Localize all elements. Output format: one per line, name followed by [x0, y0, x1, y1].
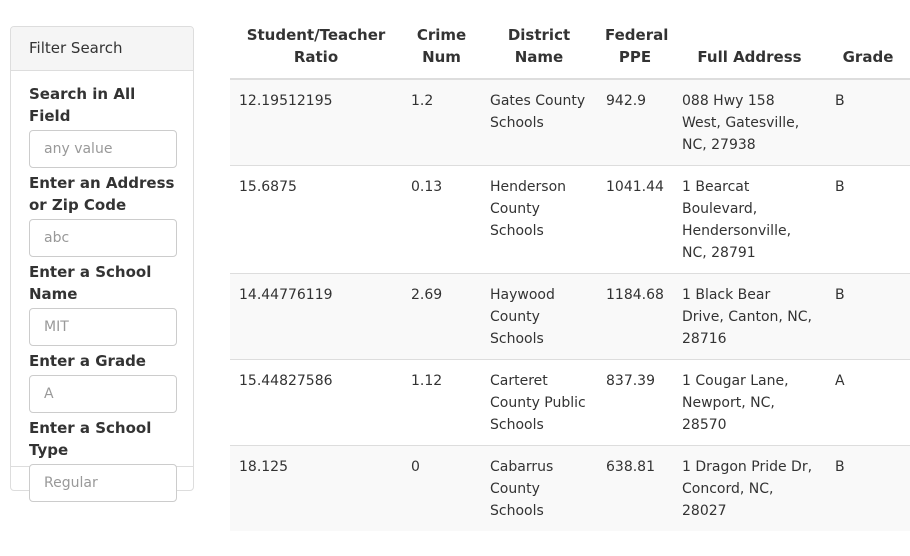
cell-address: 1 Black Bear Drive, Canton, NC, 28716: [673, 273, 826, 360]
column-header-address[interactable]: Full Address: [673, 20, 826, 80]
school-type-input[interactable]: [29, 464, 177, 502]
table-row[interactable]: 12.19512195 1.2 Gates County Schools 942…: [230, 78, 910, 166]
cell-address: 1 Cougar Lane, Newport, NC, 28570: [673, 359, 826, 446]
cell-district: Haywood County Schools: [481, 273, 597, 360]
school-name-label: Enter a School Name: [29, 263, 152, 303]
filter-panel: Filter Search Search in All Field Enter …: [10, 26, 194, 502]
cell-crime: 0: [402, 445, 481, 531]
grade-input[interactable]: [29, 375, 177, 413]
address-zip-input[interactable]: [29, 219, 177, 257]
cell-ppe: 837.39: [597, 359, 673, 446]
cell-grade: B: [826, 445, 910, 531]
school-type-label: Enter a School Type: [29, 419, 152, 459]
table-row[interactable]: 15.6875 0.13 Henderson County Schools 10…: [230, 165, 910, 274]
cell-crime: 2.69: [402, 273, 481, 360]
search-all-input[interactable]: [29, 130, 177, 168]
cell-grade: A: [826, 359, 910, 446]
address-zip-label: Enter an Address or Zip Code: [29, 174, 175, 214]
schools-table: Student/Teacher Ratio Crime Num District…: [230, 20, 910, 531]
cell-ppe: 1041.44: [597, 165, 673, 274]
cell-ratio: 18.125: [230, 445, 402, 531]
filter-panel-title: Filter Search: [11, 27, 193, 71]
cell-district: Cabarrus County Schools: [481, 445, 597, 531]
cell-ppe: 1184.68: [597, 273, 673, 360]
cell-ratio: 15.44827586: [230, 359, 402, 446]
cell-address: 1 Dragon Pride Dr, Concord, NC, 28027: [673, 445, 826, 531]
column-header-grade[interactable]: Grade: [826, 20, 910, 80]
cell-ppe: 942.9: [597, 78, 673, 166]
cell-district: Henderson County Schools: [481, 165, 597, 274]
column-header-ratio[interactable]: Student/Teacher Ratio: [230, 20, 402, 80]
cell-ratio: 12.19512195: [230, 78, 402, 166]
school-name-input[interactable]: [29, 308, 177, 346]
cell-crime: 1.2: [402, 78, 481, 166]
table-row[interactable]: 14.44776119 2.69 Haywood County Schools …: [230, 273, 910, 360]
cell-ratio: 15.6875: [230, 165, 402, 274]
cell-crime: 0.13: [402, 165, 481, 274]
cell-grade: B: [826, 273, 910, 360]
filter-panel-body: Search in All Field Enter an Address or …: [11, 71, 193, 502]
cell-crime: 1.12: [402, 359, 481, 446]
cell-grade: B: [826, 78, 910, 166]
column-header-district[interactable]: District Name: [481, 20, 597, 80]
table-row[interactable]: 18.125 0 Cabarrus County Schools 638.81 …: [230, 445, 910, 531]
cell-ppe: 638.81: [597, 445, 673, 531]
cell-address: 088 Hwy 158 West, Gatesville, NC, 27938: [673, 78, 826, 166]
cell-district: Carteret County Public Schools: [481, 359, 597, 446]
cell-grade: B: [826, 165, 910, 274]
grade-label: Enter a Grade: [29, 352, 146, 370]
search-all-label: Search in All Field: [29, 85, 136, 125]
table-header-row: Student/Teacher Ratio Crime Num District…: [230, 20, 910, 80]
cell-address: 1 Bearcat Boulevard, Hendersonville, NC,…: [673, 165, 826, 274]
table-row[interactable]: 15.44827586 1.12 Carteret County Public …: [230, 359, 910, 446]
column-header-crime[interactable]: Crime Num: [402, 20, 481, 80]
cell-district: Gates County Schools: [481, 78, 597, 166]
column-header-ppe[interactable]: Federal PPE: [597, 20, 673, 80]
cell-ratio: 14.44776119: [230, 273, 402, 360]
